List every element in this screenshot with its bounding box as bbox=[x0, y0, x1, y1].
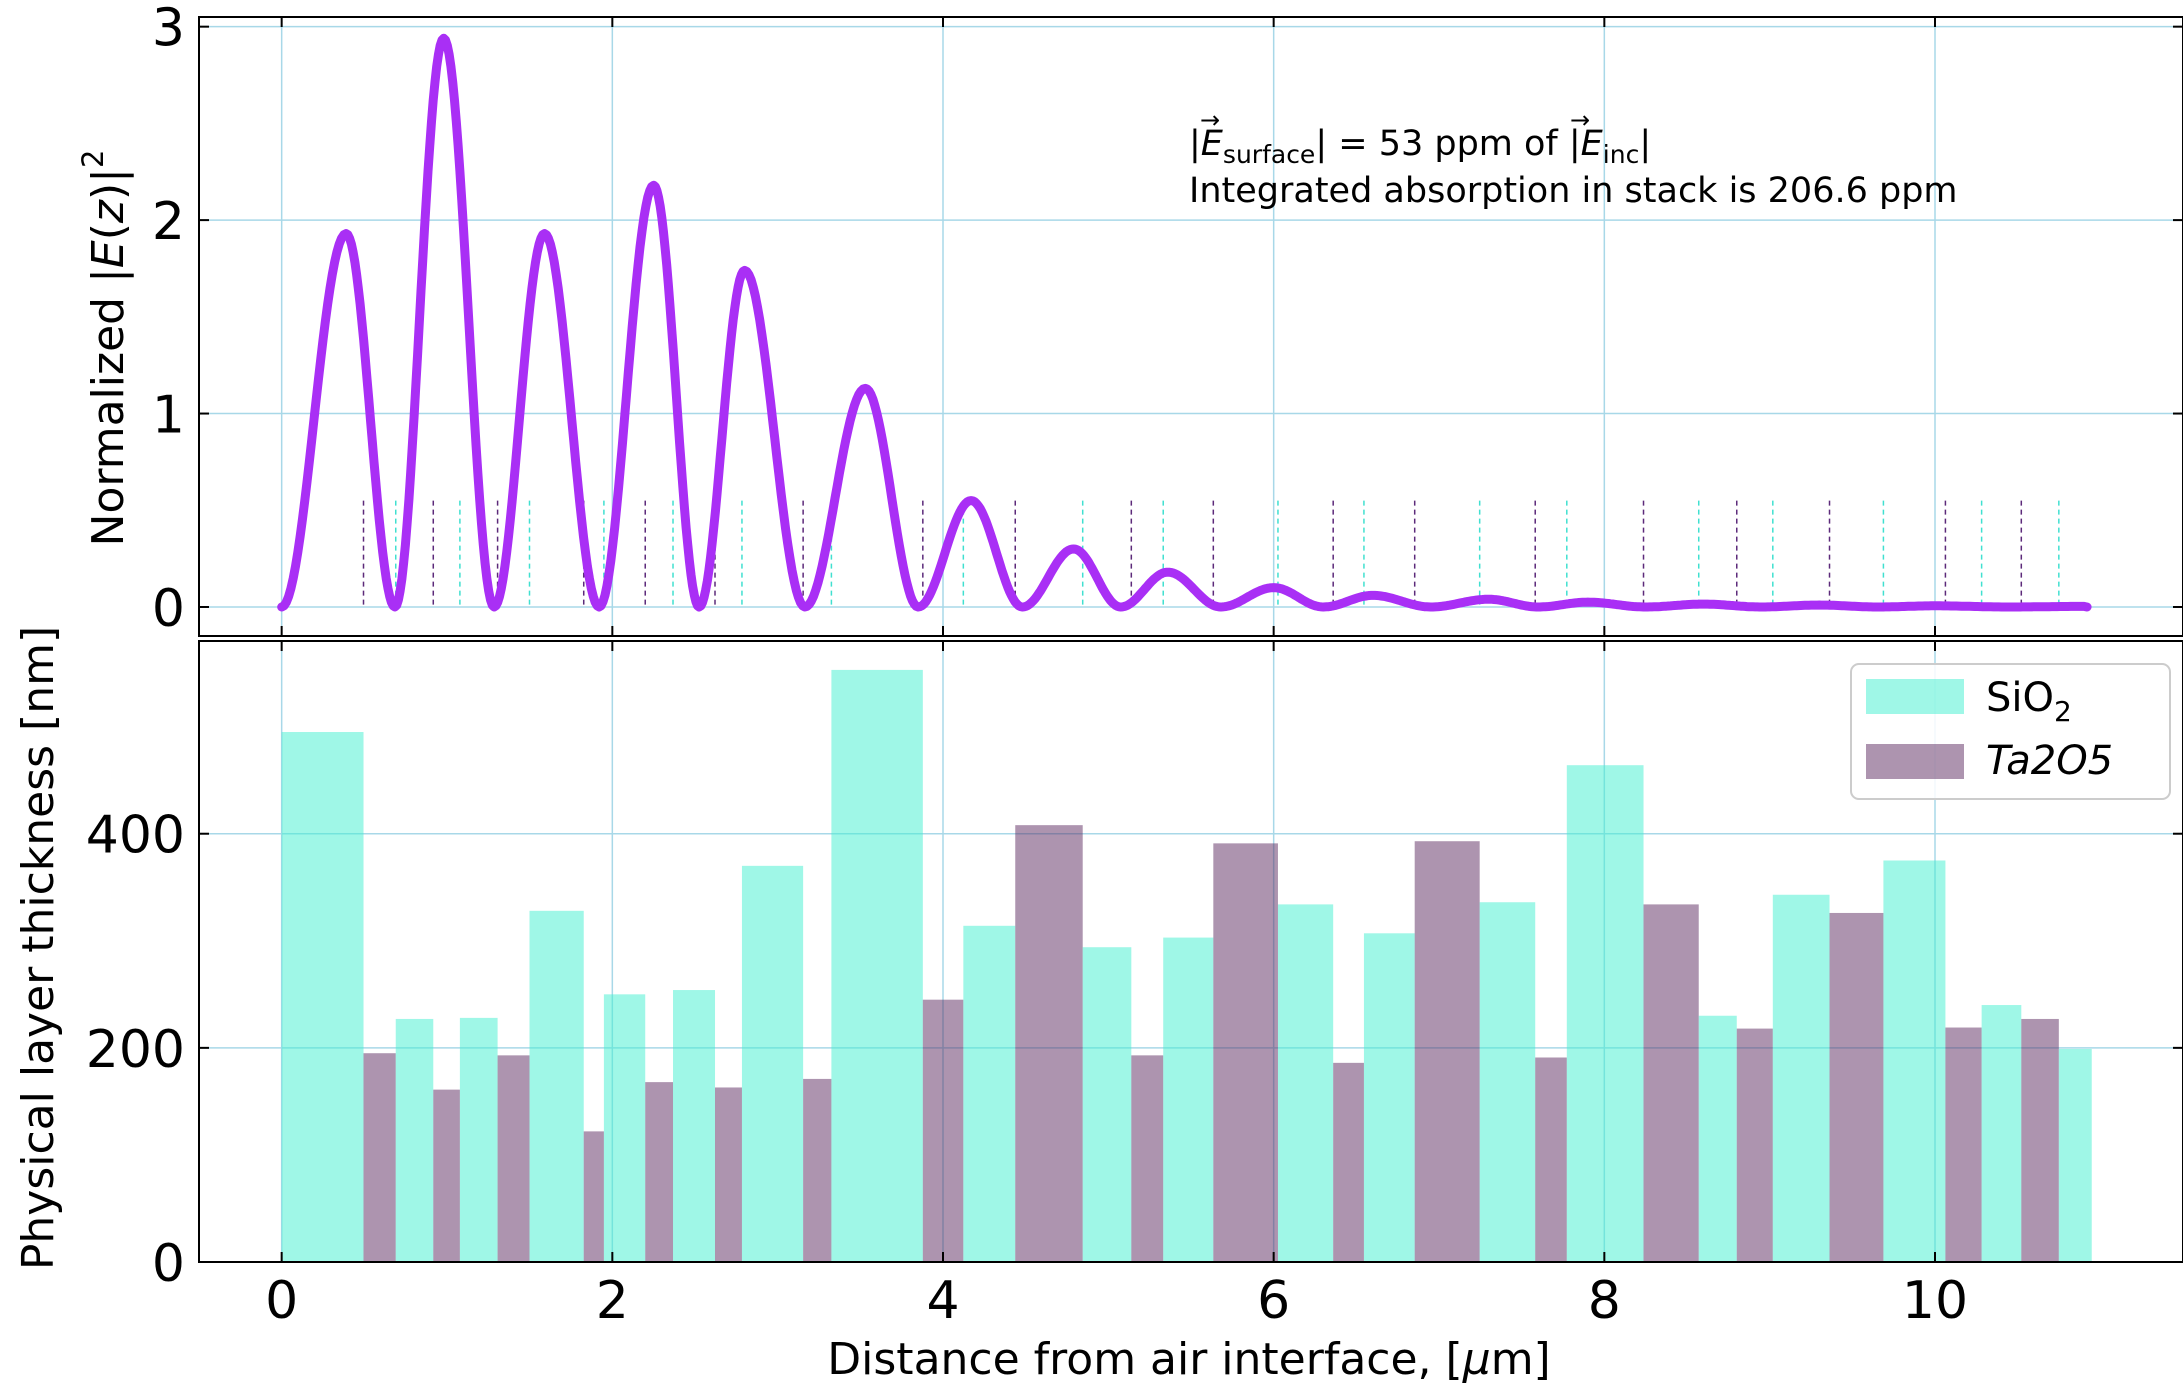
layer-bar-9 bbox=[645, 1082, 674, 1262]
field-annotation-line1: |Esurface| = 53 ppm of |Einc| bbox=[1189, 124, 1651, 169]
x-tick-label-3: 6 bbox=[1257, 1271, 1290, 1331]
layer-bar-14 bbox=[831, 669, 923, 1262]
layer-bar-37 bbox=[2021, 1018, 2059, 1262]
layer-bar-6 bbox=[529, 910, 584, 1262]
layer-bar-27 bbox=[1535, 1057, 1567, 1262]
layer-bar-13 bbox=[803, 1078, 832, 1262]
layer-bars bbox=[281, 669, 2092, 1262]
field-grid bbox=[199, 17, 2183, 636]
layer-bar-34 bbox=[1883, 860, 1946, 1262]
legend: SiO2 Ta2O5 bbox=[1850, 663, 2171, 800]
thickness-y-tick-label-0: 0 bbox=[152, 1234, 185, 1294]
layer-bar-32 bbox=[1772, 894, 1830, 1262]
field-plot-area bbox=[199, 17, 2183, 636]
legend-label-sio2: SiO2 bbox=[1986, 675, 2072, 728]
layer-bar-28 bbox=[1566, 765, 1644, 1262]
x-tick-label-1: 2 bbox=[596, 1271, 629, 1331]
thickness-axes-frame bbox=[198, 640, 2183, 1263]
field-x-ticks bbox=[280, 17, 1936, 636]
layer-bar-2 bbox=[395, 1018, 434, 1262]
x-tick-label-5: 10 bbox=[1902, 1271, 1968, 1331]
thickness-y-tick-label-2: 400 bbox=[86, 806, 185, 866]
layer-bar-10 bbox=[673, 990, 716, 1262]
layer-bar-26 bbox=[1479, 902, 1536, 1262]
layer-bar-38 bbox=[2058, 1048, 2092, 1262]
field-panel: 0 1 2 3 Normalized |E(z)|2 |Esurface| = 53 … bbox=[76, 0, 2183, 639]
layer-bar-15 bbox=[922, 999, 964, 1262]
layer-bar-5 bbox=[497, 1055, 530, 1262]
thickness-x-ticks: 0 2 4 6 8 10 bbox=[265, 641, 1968, 1331]
layer-bar-3 bbox=[433, 1089, 460, 1262]
incident-vector-arrow: → bbox=[1570, 106, 1590, 134]
legend-swatch-ta2o5 bbox=[1866, 744, 1964, 779]
layer-bar-1 bbox=[363, 1053, 396, 1262]
surface-vector-arrow: → bbox=[1200, 106, 1220, 134]
layer-bar-36 bbox=[1981, 1005, 2022, 1262]
layer-bar-22 bbox=[1277, 904, 1334, 1262]
x-tick-label-2: 4 bbox=[926, 1271, 959, 1331]
layer-bar-17 bbox=[1015, 825, 1083, 1262]
x-axis-label: Distance from air interface, [μm] bbox=[827, 1334, 1550, 1385]
field-y-ticks: 0 1 2 3 bbox=[152, 0, 2183, 639]
thickness-y-tick-label-1: 200 bbox=[86, 1020, 185, 1080]
field-y-axis-label: Normalized |E(z)|2 bbox=[76, 150, 134, 547]
legend-label-ta2o5: Ta2O5 bbox=[1986, 738, 2113, 784]
layer-bar-4 bbox=[459, 1017, 498, 1262]
legend-swatch-sio2 bbox=[1866, 679, 1964, 714]
layer-bar-19 bbox=[1131, 1055, 1164, 1262]
layer-bar-30 bbox=[1698, 1015, 1737, 1262]
layer-bar-0 bbox=[281, 732, 364, 1262]
field-annotation-line2: Integrated absorption in stack is 206.6 … bbox=[1189, 171, 1958, 211]
layer-bar-23 bbox=[1333, 1062, 1364, 1262]
layer-bar-31 bbox=[1736, 1028, 1773, 1262]
thickness-y-axis-label: Physical layer thickness [nm] bbox=[13, 626, 64, 1270]
layer-bar-12 bbox=[741, 865, 804, 1262]
layer-bar-35 bbox=[1945, 1027, 1982, 1262]
layer-bar-7 bbox=[583, 1131, 604, 1262]
layer-bar-18 bbox=[1082, 947, 1132, 1262]
layer-bar-20 bbox=[1163, 937, 1214, 1262]
layer-bar-21 bbox=[1213, 843, 1278, 1262]
layer-bar-24 bbox=[1363, 933, 1415, 1262]
field-y-tick-label-1: 1 bbox=[152, 386, 185, 446]
field-y-tick-label-2: 2 bbox=[152, 192, 185, 252]
field-y-tick-label-3: 3 bbox=[152, 0, 185, 59]
layer-bar-8 bbox=[603, 994, 646, 1262]
thickness-y-ticks: 0 200 400 bbox=[86, 806, 2183, 1294]
layer-bar-29 bbox=[1643, 904, 1699, 1262]
x-tick-label-0: 0 bbox=[265, 1271, 298, 1331]
field-axes-frame bbox=[198, 16, 2183, 637]
layer-bar-33 bbox=[1829, 912, 1884, 1262]
field-y-tick-label-0: 0 bbox=[152, 579, 185, 639]
x-tick-label-4: 8 bbox=[1588, 1271, 1621, 1331]
thickness-panel: 0 200 400 0 2 4 6 8 10 Physical layer thickness… bbox=[13, 626, 2183, 1385]
layer-bar-25 bbox=[1414, 841, 1480, 1262]
layer-bar-16 bbox=[963, 925, 1016, 1262]
layer-bar-11 bbox=[715, 1087, 742, 1262]
field-intensity-line bbox=[277, 33, 2092, 612]
